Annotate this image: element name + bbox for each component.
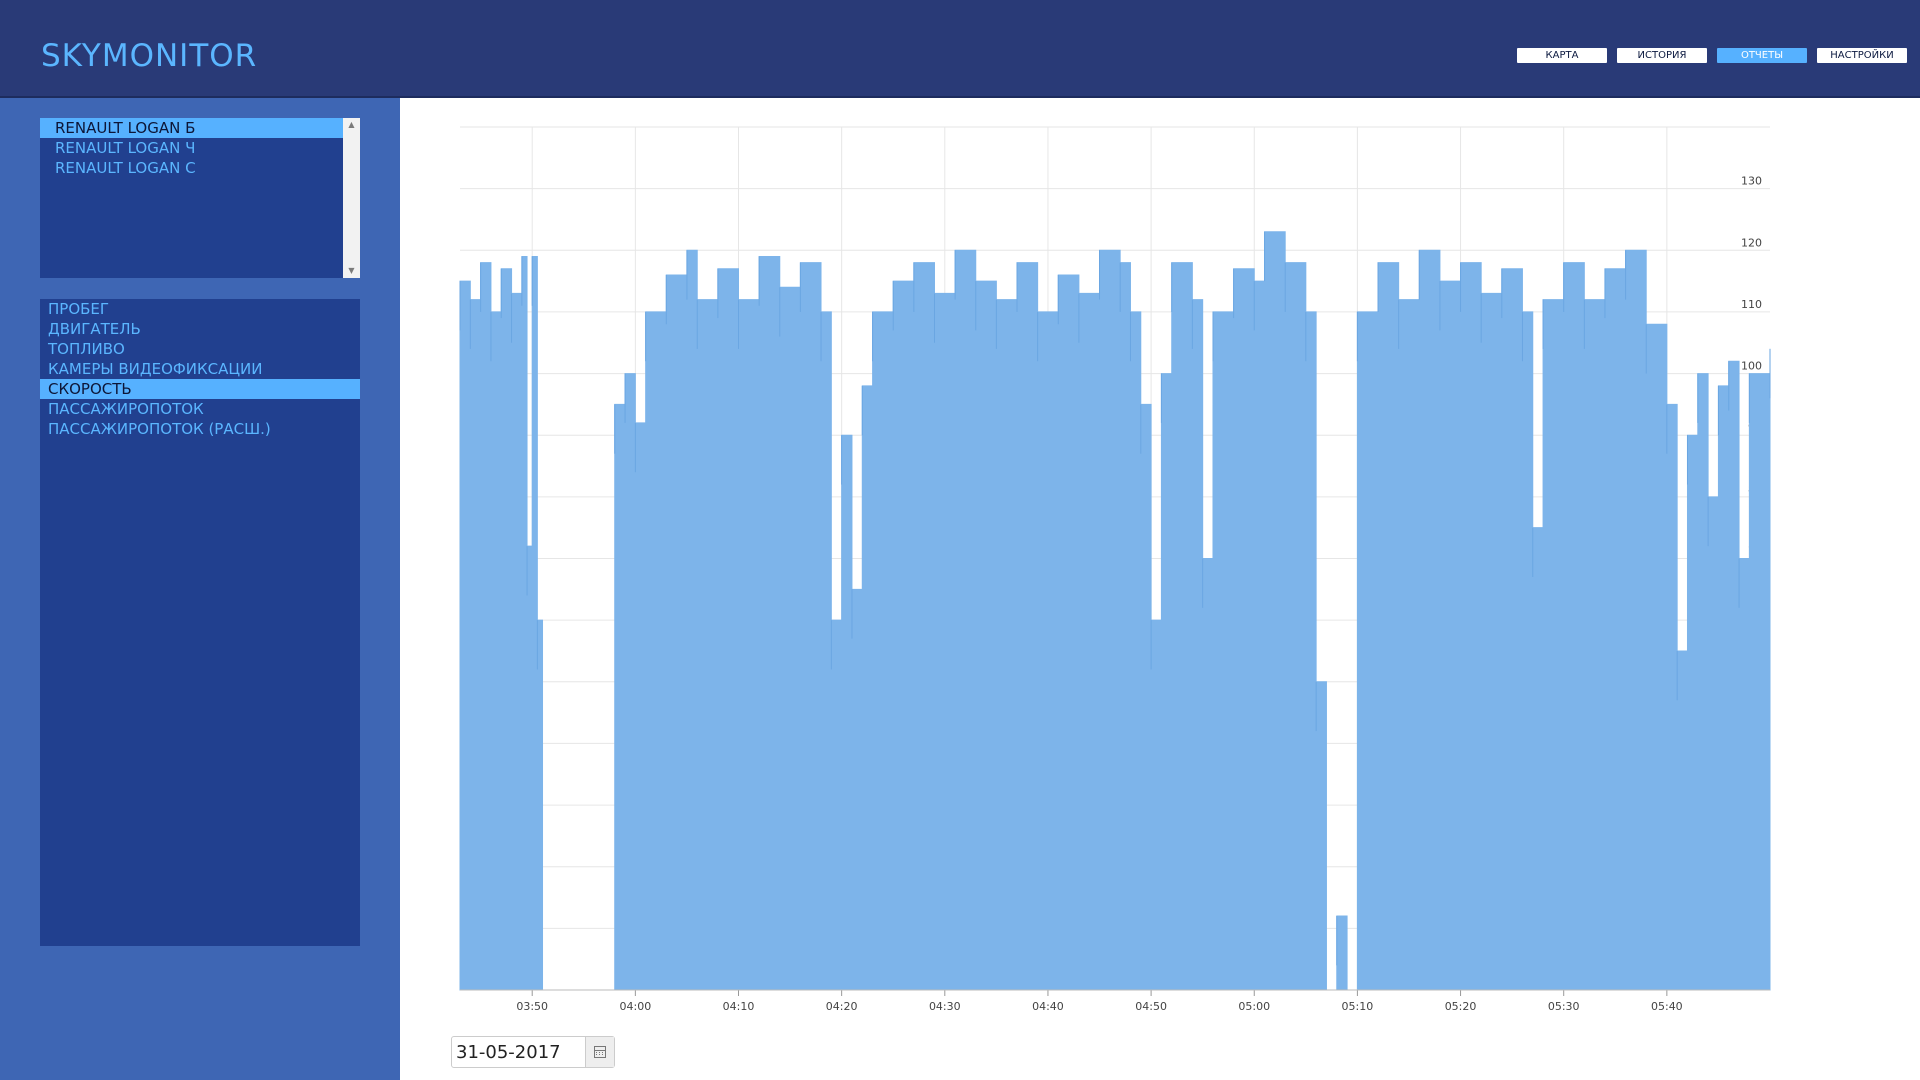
- date-picker[interactable]: 31-05-2017: [451, 1036, 615, 1068]
- app-logo[interactable]: SKYMONITOR: [41, 38, 258, 74]
- x-tick-label: 05:20: [1445, 1000, 1477, 1010]
- x-tick-label: 04:30: [929, 1000, 961, 1010]
- x-tick-label: 05:10: [1342, 1000, 1374, 1010]
- x-tick-label: 04:40: [1032, 1000, 1064, 1010]
- x-tick-label: 04:50: [1135, 1000, 1167, 1010]
- y-tick-label: 120: [1741, 236, 1762, 249]
- calendar-button[interactable]: [585, 1037, 614, 1067]
- scroll-up-icon[interactable]: ▲: [348, 120, 355, 129]
- y-tick-label: 100: [1741, 360, 1762, 373]
- x-tick-label: 03:50: [516, 1000, 548, 1010]
- vehicle-item[interactable]: RENAULT LOGAN Б: [40, 118, 343, 138]
- speed-chart-svg: 010203040506070809010011012013003:5004:0…: [459, 126, 1771, 1010]
- x-tick-label: 04:00: [620, 1000, 652, 1010]
- calendar-icon: [594, 1046, 606, 1058]
- app-header: SKYMONITOR КАРТА ИСТОРИЯ ОТЧЕТЫ НАСТРОЙК…: [0, 0, 1920, 98]
- vehicle-list[interactable]: RENAULT LOGAN Б RENAULT LOGAN Ч RENAULT …: [40, 118, 360, 278]
- vehicle-item[interactable]: RENAULT LOGAN С: [55, 159, 196, 177]
- vehicle-item[interactable]: RENAULT LOGAN Ч: [55, 139, 196, 157]
- x-tick-label: 04:20: [826, 1000, 858, 1010]
- x-tick-label: 04:10: [723, 1000, 755, 1010]
- y-tick-label: 110: [1741, 298, 1762, 311]
- report-item-mileage[interactable]: ПРОБЕГ: [48, 300, 110, 318]
- report-menu: ПРОБЕГ ДВИГАТЕЛЬ ТОПЛИВО КАМЕРЫ ВИДЕОФИК…: [40, 299, 360, 946]
- x-tick-label: 05:30: [1548, 1000, 1580, 1010]
- main-nav: КАРТА ИСТОРИЯ ОТЧЕТЫ НАСТРОЙКИ: [1517, 48, 1907, 63]
- date-input[interactable]: 31-05-2017: [456, 1042, 561, 1063]
- speed-chart: 010203040506070809010011012013003:5004:0…: [420, 110, 1890, 1010]
- nav-settings-button[interactable]: НАСТРОЙКИ: [1817, 48, 1907, 63]
- speed-series-area: [459, 231, 1771, 991]
- y-tick-label: 130: [1741, 175, 1762, 188]
- nav-reports-button[interactable]: ОТЧЕТЫ: [1717, 48, 1807, 63]
- nav-history-button[interactable]: ИСТОРИЯ: [1617, 48, 1707, 63]
- report-item-passengers[interactable]: ПАССАЖИРОПОТОК: [48, 400, 204, 418]
- report-item-passengers-ext[interactable]: ПАССАЖИРОПОТОК (РАСШ.): [48, 420, 271, 438]
- scroll-down-icon[interactable]: ▼: [348, 266, 355, 275]
- x-tick-label: 05:40: [1651, 1000, 1683, 1010]
- report-item-cameras[interactable]: КАМЕРЫ ВИДЕОФИКСАЦИИ: [48, 360, 263, 378]
- report-item-speed[interactable]: СКОРОСТЬ: [40, 379, 360, 399]
- vehicle-list-scrollbar[interactable]: ▲ ▼: [343, 118, 360, 278]
- nav-map-button[interactable]: КАРТА: [1517, 48, 1607, 63]
- report-item-fuel[interactable]: ТОПЛИВО: [48, 340, 125, 358]
- x-tick-label: 05:00: [1238, 1000, 1270, 1010]
- report-item-engine[interactable]: ДВИГАТЕЛЬ: [48, 320, 141, 338]
